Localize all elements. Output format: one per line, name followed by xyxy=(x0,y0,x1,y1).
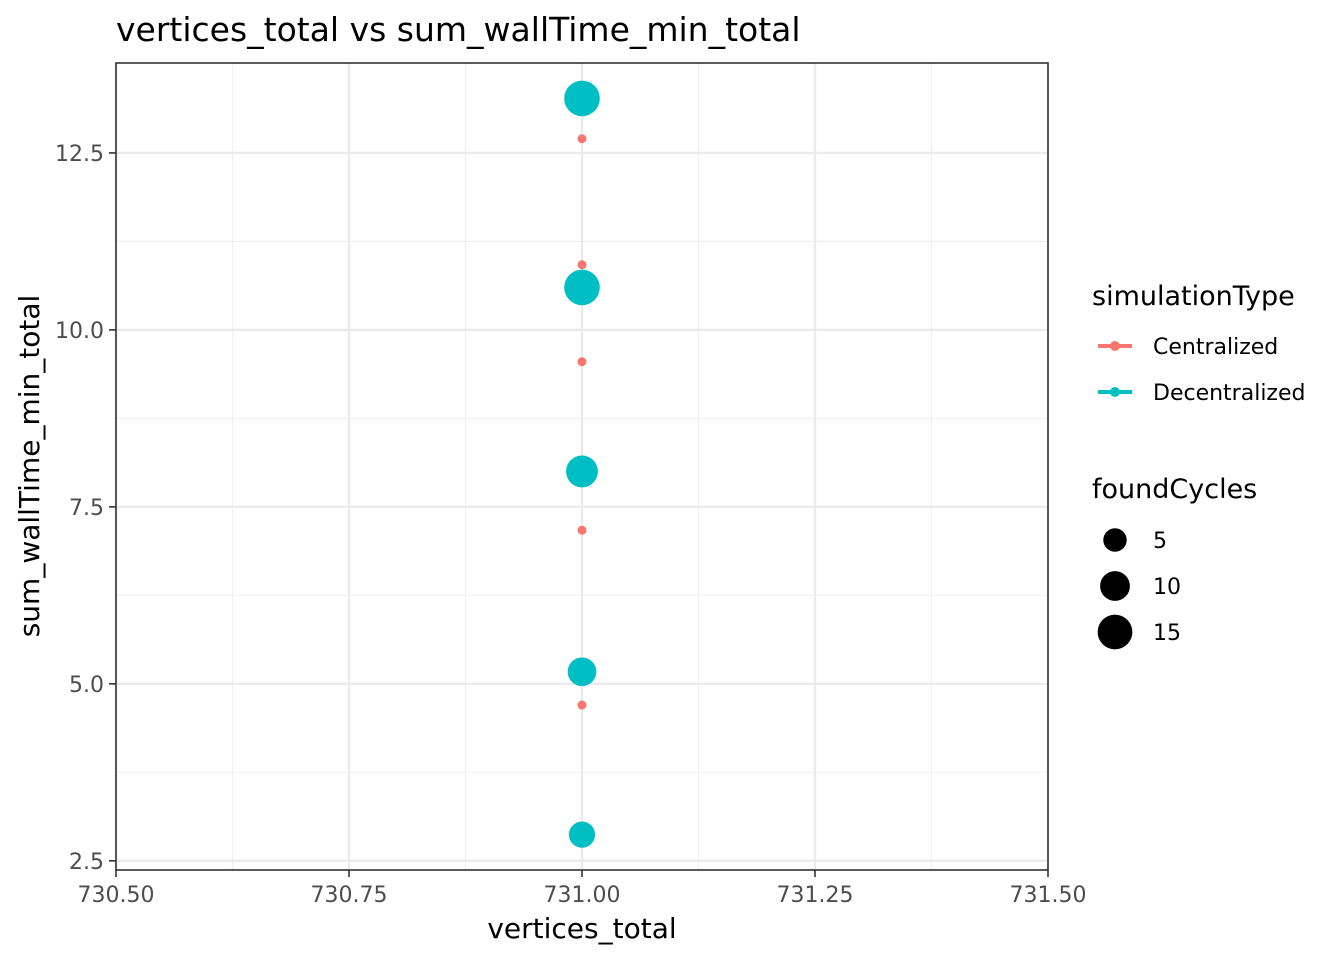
point-centralized xyxy=(577,700,587,710)
color-legend: simulationType Centralized Decentralized xyxy=(1092,281,1305,406)
y-tick-label: 5.0 xyxy=(69,673,104,698)
legend-label: Decentralized xyxy=(1153,381,1305,406)
legend-key-point xyxy=(1110,341,1120,351)
legend-label: 5 xyxy=(1153,529,1167,554)
size-legend-title: foundCycles xyxy=(1092,474,1257,505)
data-points xyxy=(564,80,600,848)
x-axis: 730.50 730.75 731.00 731.25 731.50 xyxy=(78,870,1087,908)
x-tick-label: 731.50 xyxy=(1010,883,1087,908)
point-decentralized xyxy=(564,269,600,306)
x-tick-label: 731.25 xyxy=(777,883,854,908)
legend-size-point xyxy=(1097,614,1133,650)
point-decentralized xyxy=(567,657,597,687)
legend-label: Centralized xyxy=(1153,335,1278,360)
chart-title: vertices_total vs sum_wallTime_min_total xyxy=(116,10,801,49)
point-centralized xyxy=(577,357,587,367)
x-tick-label: 731.00 xyxy=(544,883,621,908)
y-tick-label: 7.5 xyxy=(69,496,104,521)
legend-label: 15 xyxy=(1153,621,1181,646)
y-axis-title: sum_wallTime_min_total xyxy=(13,295,46,638)
point-centralized xyxy=(577,134,587,144)
y-tick-label: 10.0 xyxy=(55,319,104,344)
x-tick-label: 730.50 xyxy=(78,883,155,908)
y-tick-label: 12.5 xyxy=(55,142,104,167)
y-axis: 2.5 5.0 7.5 10.0 12.5 xyxy=(55,142,116,875)
point-decentralized xyxy=(564,80,600,117)
y-tick-label: 2.5 xyxy=(69,850,104,875)
legend-label: 10 xyxy=(1153,575,1181,600)
point-centralized xyxy=(577,260,587,270)
x-axis-title: vertices_total xyxy=(487,912,676,945)
size-legend: foundCycles 5 10 15 xyxy=(1092,474,1257,650)
legend-size-point xyxy=(1100,571,1130,601)
x-tick-label: 730.75 xyxy=(311,883,388,908)
color-legend-title: simulationType xyxy=(1092,281,1295,312)
point-centralized xyxy=(577,525,587,535)
legend-key-point xyxy=(1110,387,1120,397)
point-decentralized xyxy=(566,455,598,488)
legend-size-point xyxy=(1103,528,1127,552)
point-decentralized xyxy=(568,821,596,848)
